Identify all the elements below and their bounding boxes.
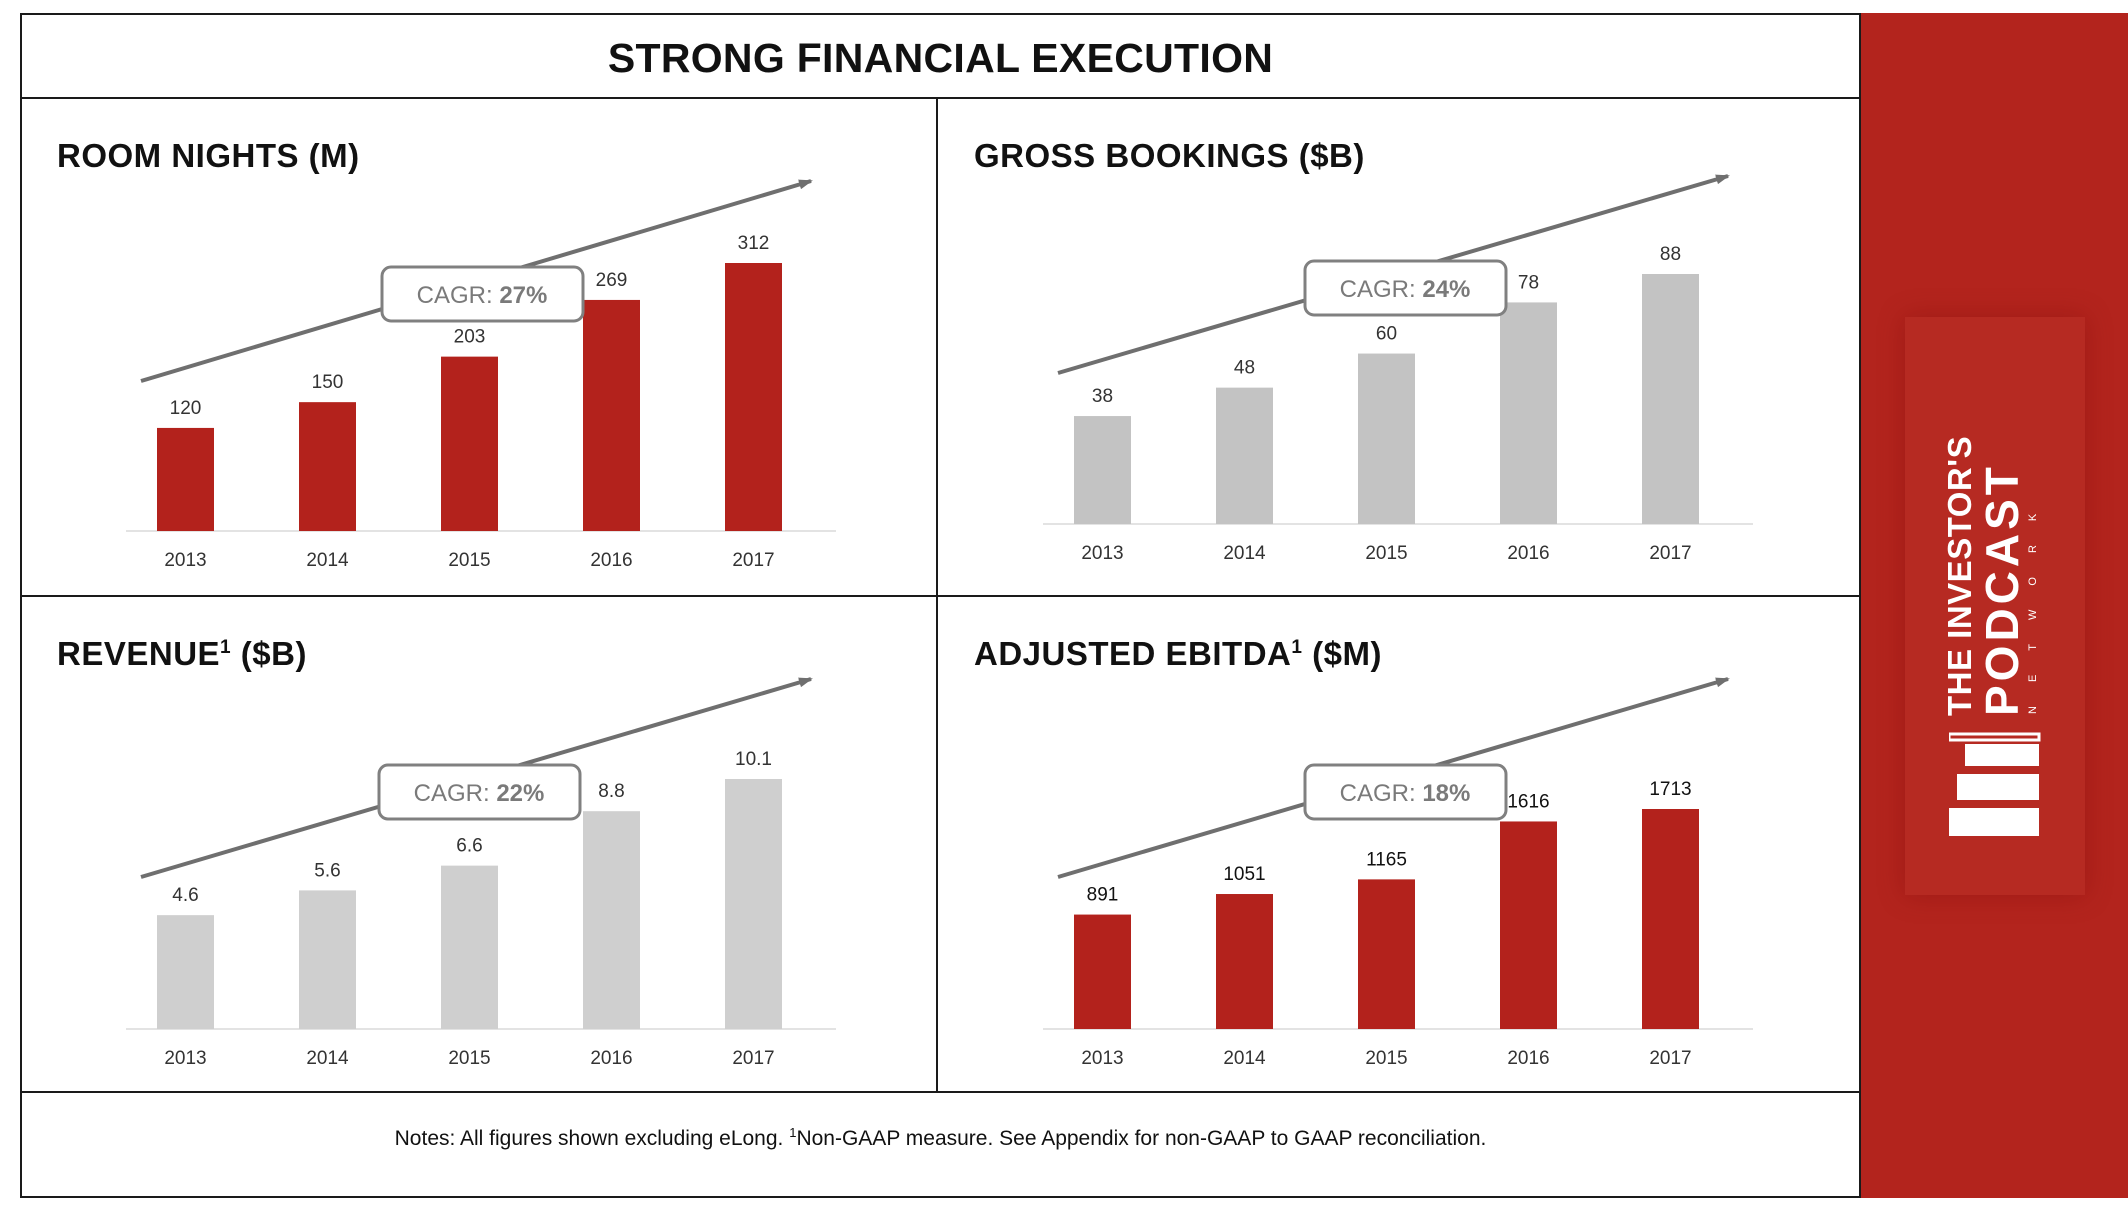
data-label-2015: 6.6 (456, 836, 482, 857)
cagr-box (1303, 259, 1508, 317)
data-label-2016: 8.8 (598, 781, 624, 802)
data-label-2014: 48 (1234, 358, 1255, 379)
bar-2015 (1358, 353, 1415, 524)
bar-2014 (1216, 387, 1273, 524)
chart-title: ADJUSTED EBITDA1 ($M) (974, 635, 1382, 672)
title-divider (20, 97, 1861, 99)
bar-2013 (157, 427, 214, 531)
x-tick-label-2016: 2016 (590, 1048, 632, 1069)
x-tick-label-2014: 2014 (1223, 1048, 1266, 1069)
x-tick-label-2013: 2013 (1081, 543, 1123, 564)
bar-2016 (1500, 302, 1557, 524)
bar-2017 (725, 263, 782, 531)
books-podcast-icon (1949, 732, 2041, 836)
podcast-logo: THE INVESTOR'S PODCAST NETWORK (1905, 317, 2085, 895)
chart-title: REVENUE1 ($B) (57, 635, 307, 672)
data-label-2013: 38 (1092, 386, 1113, 407)
data-label-2017: 10.1 (735, 749, 772, 770)
x-tick-label-2017: 2017 (732, 550, 774, 571)
gross-bookings-panel: GROSS BOOKINGS ($B) 38 2013 48 2014 60 2015 78… (938, 99, 1858, 593)
chart-title: GROSS BOOKINGS ($B) (974, 137, 1365, 174)
data-label-2013: 891 (1087, 885, 1119, 906)
bar-2014 (1216, 894, 1273, 1029)
x-tick-label-2013: 2013 (164, 550, 206, 571)
x-tick-label-2013: 2013 (1081, 1048, 1123, 1069)
x-tick-label-2015: 2015 (448, 550, 490, 571)
adjusted-ebitda-panel: ADJUSTED EBITDA1 ($M) 891 2013 1051 2014 116… (938, 597, 1858, 1091)
bar-2015 (441, 356, 498, 531)
x-tick-label-2016: 2016 (590, 550, 632, 571)
data-label-2014: 1051 (1223, 864, 1265, 885)
bar-2017 (1642, 809, 1699, 1029)
brand-sidebar: THE INVESTOR'S PODCAST NETWORK (1861, 13, 2128, 1198)
data-label-2013: 4.6 (172, 885, 198, 906)
row-divider (20, 595, 1861, 597)
logo-text-line3: NETWORK (2027, 489, 2039, 714)
x-tick-label-2014: 2014 (306, 1048, 349, 1069)
x-tick-label-2014: 2014 (1223, 543, 1266, 564)
bar-2015 (441, 865, 498, 1029)
bar-2017 (1642, 274, 1699, 524)
x-tick-label-2013: 2013 (164, 1048, 206, 1069)
data-label-2013: 120 (170, 398, 202, 419)
chart-title: ROOM NIGHTS (M) (57, 137, 360, 174)
adjusted-ebitda-chart: 891 2013 1051 2014 1165 2015 1616 2016 1713 2017 C… (1043, 677, 1753, 1069)
room-nights-panel: ROOM NIGHTS (M) 120 2013 150 2014 203 2015 269… (21, 99, 941, 593)
cagr-box (380, 265, 585, 323)
x-tick-label-2016: 2016 (1507, 543, 1549, 564)
bar-2014 (299, 890, 356, 1029)
x-tick-label-2016: 2016 (1507, 1048, 1549, 1069)
bar-2017 (725, 779, 782, 1029)
logo-text-line2: PODCAST (1976, 463, 2028, 716)
data-label-2015: 1165 (1366, 849, 1407, 870)
x-tick-label-2017: 2017 (732, 1048, 774, 1069)
bar-2016 (1500, 821, 1557, 1029)
bar-2015 (1358, 879, 1415, 1029)
data-label-2016: 78 (1518, 272, 1539, 293)
x-tick-label-2015: 2015 (1365, 543, 1407, 564)
x-tick-label-2015: 2015 (448, 1048, 490, 1069)
data-label-2016: 1616 (1507, 791, 1549, 812)
data-label-2015: 203 (454, 327, 486, 348)
bar-2013 (1074, 914, 1131, 1029)
x-tick-label-2015: 2015 (1365, 1048, 1407, 1069)
page-title: STRONG FINANCIAL EXECUTION (607, 35, 1274, 81)
slide-frame (20, 13, 1861, 1198)
bar-2016 (583, 811, 640, 1029)
data-label-2017: 312 (738, 233, 770, 254)
data-label-2017: 1713 (1649, 779, 1691, 800)
bar-2013 (1074, 416, 1131, 524)
cagr-box (1303, 763, 1508, 821)
x-tick-label-2017: 2017 (1649, 1048, 1691, 1069)
cagr-box (377, 763, 582, 821)
cagr-label: CAGR: 22% (414, 780, 545, 807)
data-label-2015: 60 (1376, 324, 1397, 345)
bar-2013 (157, 915, 214, 1029)
gross-bookings-chart: 38 2013 48 2014 60 2015 78 2016 88 2017 CAGR: 24% (1043, 174, 1753, 564)
room-nights-chart: 120 2013 150 2014 203 2015 269 2016 312 2017 CAGR:… (126, 179, 836, 571)
revenue-chart: 4.6 2013 5.6 2014 6.6 2015 8.8 2016 10.1 2017 CAGR… (126, 677, 836, 1069)
data-label-2014: 5.6 (314, 860, 340, 881)
x-tick-label-2017: 2017 (1649, 543, 1691, 564)
cagr-label: CAGR: 18% (1340, 780, 1471, 807)
footnote: Notes: All figures shown excluding eLong… (394, 1125, 1487, 1150)
data-label-2017: 88 (1660, 244, 1681, 265)
data-label-2016: 269 (596, 270, 628, 291)
x-tick-label-2014: 2014 (306, 550, 349, 571)
cagr-label: CAGR: 27% (417, 282, 548, 309)
footer-divider (20, 1091, 1861, 1093)
column-divider (936, 97, 938, 1093)
logo-text-line1: THE INVESTOR'S (1941, 435, 1978, 716)
bar-2016 (583, 299, 640, 531)
cagr-label: CAGR: 24% (1340, 276, 1471, 303)
revenue-panel: REVENUE1 ($B) 4.6 2013 5.6 2014 6.6 2015 8.8 20… (21, 597, 941, 1091)
bar-2014 (299, 402, 356, 531)
data-label-2014: 150 (312, 372, 344, 393)
